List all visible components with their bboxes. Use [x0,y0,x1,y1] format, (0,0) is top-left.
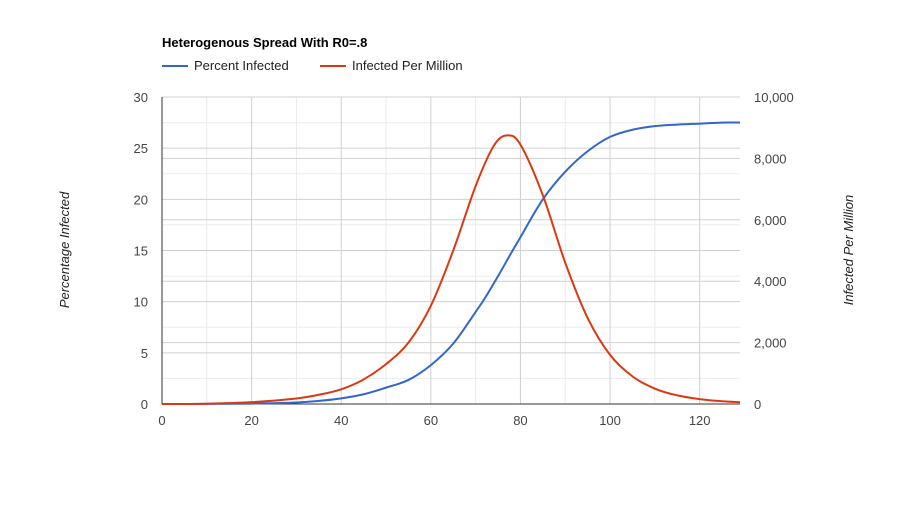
x-tick-label: 80 [513,413,527,428]
x-tick-label: 60 [424,413,438,428]
right-y-tick-label: 2,000 [754,336,787,351]
series-lines [161,121,741,405]
left-y-tick-label: 10 [134,295,148,310]
axes: 0 20 40 60 80 100 120 0 5 10 15 20 25 30 0 2,000 4,000 6,… [134,90,794,428]
x-tick-label: 40 [334,413,348,428]
legend: Percent Infected Infected Per Million [162,58,463,73]
left-y-tick-label: 5 [141,346,148,361]
left-y-tick-label: 15 [134,244,148,259]
left-y-tick-label: 20 [134,192,148,207]
left-y-tick-label: 25 [134,141,148,156]
right-axis-title: Infected Per Million [841,195,856,306]
grid-lines [162,96,740,404]
x-tick-label: 20 [244,413,258,428]
x-tick-label: 100 [599,413,621,428]
right-y-tick-label: 4,000 [754,274,787,289]
legend-label-percent-infected: Percent Infected [194,58,289,73]
legend-label-infected-per-million: Infected Per Million [352,58,463,73]
x-tick-label: 120 [689,413,711,428]
right-y-tick-label: 8,000 [754,151,787,166]
x-tick-label: 0 [158,413,165,428]
series-line-infected-per-million [161,134,741,405]
right-y-tick-label: 10,000 [754,90,794,105]
left-y-tick-label: 30 [134,90,148,105]
series-line-percent-infected [161,121,741,405]
left-axis-title: Percentage Infected [57,191,72,308]
left-y-tick-label: 0 [141,397,148,412]
right-y-tick-label: 6,000 [754,213,787,228]
chart-title: Heterogenous Spread With R0=.8 [162,35,367,50]
right-y-tick-label: 0 [754,397,761,412]
